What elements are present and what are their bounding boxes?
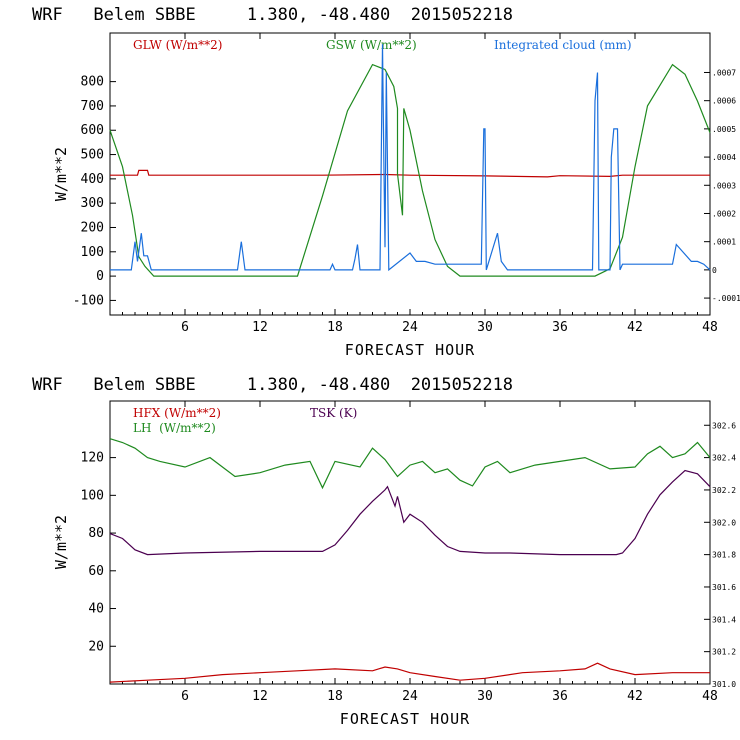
chart2-right-ticks: 302.6 302.4 302.2 302.0 301.8 301.6 301.4 301.2… <box>704 421 736 689</box>
y-tick-label: 400 <box>81 172 104 187</box>
y-tick-label: 100 <box>81 245 104 260</box>
x-tick-label: 18 <box>327 320 343 335</box>
y2-tick-label: .0001 <box>712 238 736 247</box>
x-tick-label: 12 <box>252 689 268 704</box>
y2-tick-label: .0003 <box>712 181 736 190</box>
y-tick-label: 0 <box>96 269 104 284</box>
chart2-y-axis-label: W/m**2 <box>52 515 70 569</box>
y2-tick-label: 301.4 <box>712 615 736 624</box>
chart1-title: WRF Belem SBBE 1.380, -48.480 2015052218 <box>32 5 513 25</box>
y-tick-label: 600 <box>81 123 104 138</box>
y-tick-label: 200 <box>81 220 104 235</box>
series-line-hfx <box>109 662 710 683</box>
y-tick-label: 500 <box>81 148 104 163</box>
y2-tick-label: 301.0 <box>712 680 736 689</box>
chart1-legend-cloud: Integrated cloud (mm) <box>494 38 632 52</box>
y2-tick-label: 302.2 <box>712 486 736 495</box>
series-line-tsk <box>109 469 711 556</box>
x-tick-label: 18 <box>327 689 343 704</box>
chart1-x-axis-label: FORECAST HOUR <box>345 341 475 359</box>
series-line-integrated <box>110 44 711 272</box>
y2-tick-label: 302.6 <box>712 421 736 430</box>
y-tick-label: -100 <box>73 293 104 308</box>
y2-tick-label: 301.6 <box>712 583 736 592</box>
chart1-legend-glw: GLW (W/m**2) <box>133 38 222 52</box>
chart2-title: WRF Belem SBBE 1.380, -48.480 2015052218 <box>32 375 513 395</box>
x-tick-label: 6 <box>181 689 189 704</box>
x-tick-label: 12 <box>252 320 268 335</box>
chart1-legend-gsw: GSW (W/m**2) <box>326 38 417 52</box>
y2-tick-label: 302.4 <box>712 454 736 463</box>
chart2-plot-frame <box>109 400 711 685</box>
y2-tick-label: .0006 <box>712 97 736 106</box>
x-tick-label: 42 <box>627 689 643 704</box>
x-tick-label: 30 <box>477 689 493 704</box>
y-tick-label: 700 <box>81 99 104 114</box>
y2-tick-label: 0 <box>712 266 717 275</box>
chart2-series <box>109 438 711 683</box>
x-tick-label: 24 <box>402 689 418 704</box>
y2-tick-label: -.0001 <box>712 294 740 303</box>
x-tick-label: 36 <box>552 320 568 335</box>
chart2-legend-lh: LH (W/m**2) <box>133 421 216 435</box>
x-tick-label: 48 <box>702 689 718 704</box>
y-tick-label: 800 <box>81 75 104 90</box>
chart1-series <box>109 44 711 277</box>
x-tick-label: 6 <box>181 320 189 335</box>
chart2-x-axis-label: FORECAST HOUR <box>340 710 470 728</box>
y2-tick-label: 301.2 <box>712 648 736 657</box>
x-tick-label: 42 <box>627 320 643 335</box>
y2-tick-label: .0007 <box>712 68 736 77</box>
x-tick-label: 48 <box>702 320 718 335</box>
chart1-y-ticks: -100 0 100 200 300 400 500 600 700 800 <box>73 75 116 308</box>
series-line-lh <box>109 438 711 490</box>
chart2-y-ticks: 20 40 60 80 100 120 <box>81 451 116 654</box>
chart2-legend-hfx: HFX (W/m**2) <box>133 406 221 420</box>
chart1-x-ticks: 6 12 18 24 30 36 42 48 <box>122 33 718 335</box>
chart1-plot-frame <box>109 32 711 316</box>
chart1-y-axis-label: W/m**2 <box>52 147 70 201</box>
y2-tick-label: 302.0 <box>712 518 736 527</box>
y2-tick-label: .0005 <box>712 125 736 134</box>
chart2-x-ticks: 6 12 18 24 30 36 42 48 <box>122 401 718 704</box>
y-tick-label: 100 <box>81 488 104 503</box>
x-tick-label: 24 <box>402 320 418 335</box>
y2-tick-label: 301.8 <box>712 551 736 560</box>
series-line-gsw <box>109 63 711 277</box>
y-tick-label: 40 <box>88 602 104 617</box>
y2-tick-label: .0004 <box>712 153 736 162</box>
y-tick-label: 60 <box>88 564 104 579</box>
x-tick-label: 30 <box>477 320 493 335</box>
y-tick-label: 20 <box>88 639 104 654</box>
series-line-glw <box>110 169 710 178</box>
chart2-legend-tsk: TSK (K) <box>310 406 357 420</box>
y2-tick-label: .0002 <box>712 209 736 218</box>
x-tick-label: 36 <box>552 689 568 704</box>
y-tick-label: 120 <box>81 451 104 466</box>
chart1-right-ticks: .0007 .0006 .0005 .0004 .0003 .0002 .0001 0 -.00… <box>704 68 740 303</box>
y-tick-label: 80 <box>88 526 104 541</box>
y-tick-label: 300 <box>81 196 104 211</box>
